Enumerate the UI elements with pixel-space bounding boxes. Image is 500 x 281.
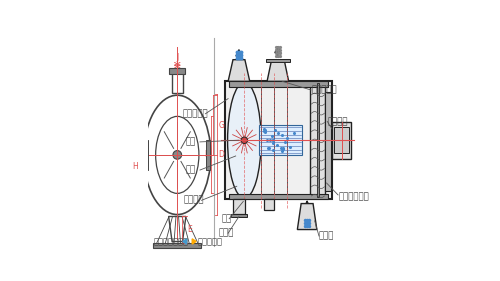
Bar xyxy=(332,122,351,159)
Text: 除尘口: 除尘口 xyxy=(219,229,234,238)
Polygon shape xyxy=(267,61,288,81)
Text: 驱动电机: 驱动电机 xyxy=(328,117,348,126)
Bar xyxy=(266,59,290,62)
Text: 细料出料口: 细料出料口 xyxy=(312,85,337,94)
Text: 结构示意图: 结构示意图 xyxy=(198,237,222,246)
Bar xyxy=(326,92,331,191)
Bar xyxy=(317,83,319,197)
Bar xyxy=(172,72,182,93)
Text: J: J xyxy=(177,53,179,62)
Text: 风轮叶片: 风轮叶片 xyxy=(184,196,204,205)
Bar xyxy=(334,127,349,153)
Polygon shape xyxy=(192,239,196,244)
Bar xyxy=(310,82,326,198)
Circle shape xyxy=(173,151,182,159)
Bar xyxy=(264,199,274,210)
Bar xyxy=(170,68,186,74)
Circle shape xyxy=(241,137,248,144)
Polygon shape xyxy=(182,239,186,244)
Text: 外形尺寸示意图: 外形尺寸示意图 xyxy=(154,237,188,246)
Text: 进料口: 进料口 xyxy=(319,232,334,241)
Bar xyxy=(158,257,196,260)
Polygon shape xyxy=(298,203,317,230)
Text: 网架: 网架 xyxy=(221,214,232,223)
Polygon shape xyxy=(228,60,250,81)
Text: D: D xyxy=(218,150,224,159)
Bar xyxy=(225,81,332,199)
Bar xyxy=(233,199,245,214)
Ellipse shape xyxy=(228,82,261,198)
Text: 主轴: 主轴 xyxy=(186,137,196,146)
Bar xyxy=(154,243,201,248)
Text: E: E xyxy=(188,225,192,234)
Text: 粗料出料口: 粗料出料口 xyxy=(182,109,208,118)
Text: 螺旋输送系统: 螺旋输送系统 xyxy=(338,192,369,201)
Bar xyxy=(259,125,302,155)
Bar xyxy=(229,81,328,87)
Text: 风轮: 风轮 xyxy=(186,166,196,175)
Bar xyxy=(229,194,328,199)
Text: H: H xyxy=(132,162,138,171)
Text: G: G xyxy=(218,121,224,130)
Text: F: F xyxy=(204,150,209,159)
Bar xyxy=(231,214,247,217)
Bar xyxy=(206,140,210,169)
Bar xyxy=(145,140,148,169)
